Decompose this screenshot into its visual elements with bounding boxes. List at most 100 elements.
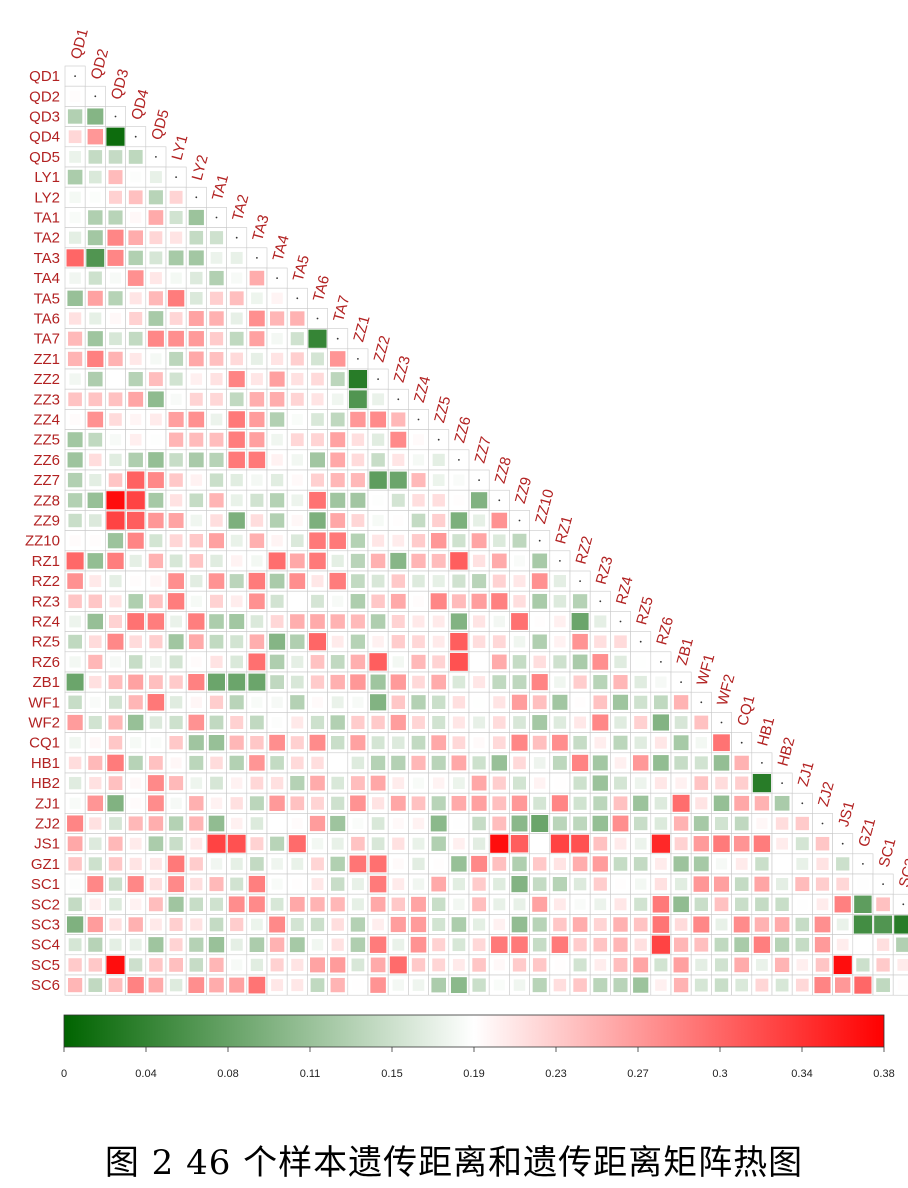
heatmap-cell xyxy=(432,494,445,507)
heatmap-cell xyxy=(573,776,587,790)
heatmap-cell xyxy=(472,554,486,568)
diagonal-dot xyxy=(235,236,238,239)
column-label: LY1 xyxy=(169,133,192,162)
heatmap-cell xyxy=(331,776,345,790)
heatmap-cell xyxy=(250,715,264,730)
column-label: RZ1 xyxy=(552,514,576,546)
heatmap-cell xyxy=(713,734,730,752)
heatmap-cell xyxy=(615,878,626,890)
heatmap-cell xyxy=(290,736,304,750)
row-label: ZB1 xyxy=(32,674,60,691)
heatmap-cell xyxy=(188,735,204,751)
heatmap-cell xyxy=(251,292,263,305)
heatmap-cell xyxy=(754,876,770,892)
heatmap-cell xyxy=(148,897,163,912)
row-label: ZJ2 xyxy=(35,816,60,833)
heatmap-cell xyxy=(411,695,426,710)
heatmap-cell xyxy=(473,918,486,931)
heatmap-cell xyxy=(411,553,426,569)
heatmap-cell xyxy=(471,593,487,609)
heatmap-cell xyxy=(128,331,143,346)
heatmap-cell xyxy=(147,613,165,630)
heatmap-cell xyxy=(169,938,183,952)
heatmap-cell xyxy=(350,594,366,609)
column-label: TA4 xyxy=(270,233,293,263)
heatmap-cell xyxy=(351,715,365,730)
heatmap-cell xyxy=(109,575,122,588)
row-label: QD4 xyxy=(29,129,60,146)
heatmap-cell xyxy=(513,756,526,770)
heatmap-cell xyxy=(693,856,709,872)
heatmap-cell xyxy=(491,936,508,953)
heatmap-cell xyxy=(188,714,205,731)
heatmap-cell xyxy=(473,615,486,628)
row-label: ZZ5 xyxy=(33,432,60,449)
heatmap-cell xyxy=(330,815,346,832)
heatmap-cell xyxy=(351,756,365,770)
heatmap-cell xyxy=(86,248,105,267)
heatmap-cell xyxy=(249,796,264,811)
heatmap-cell xyxy=(311,594,324,608)
heatmap-cell xyxy=(68,978,83,993)
heatmap-cell xyxy=(430,815,447,832)
heatmap-cell xyxy=(733,916,750,933)
row-label: SC6 xyxy=(31,977,60,994)
heatmap-cell xyxy=(249,270,265,286)
heatmap-cell xyxy=(635,878,647,890)
heatmap-cell xyxy=(228,371,245,388)
heatmap-cell xyxy=(431,796,446,811)
heatmap-cell xyxy=(270,473,284,487)
heatmap-cell xyxy=(350,634,365,649)
heatmap-cell xyxy=(189,937,204,952)
heatmap-cell xyxy=(150,353,162,365)
heatmap-cell xyxy=(227,834,246,853)
heatmap-cell xyxy=(734,957,750,973)
heatmap-cell xyxy=(69,414,81,425)
heatmap-cell xyxy=(148,311,164,326)
row-label: QD5 xyxy=(29,149,60,166)
heatmap-cell xyxy=(593,877,607,891)
heatmap-cell xyxy=(493,979,505,991)
heatmap-cell xyxy=(511,916,528,933)
heatmap-cell xyxy=(149,958,163,972)
heatmap-cell xyxy=(148,553,164,569)
row-labels: QD1 QD2 QD3 QD4 QD5 LY1 LY2 TA1 TA2 TA3 TA4 TA5 TA6 T… xyxy=(25,68,60,994)
heatmap-cell xyxy=(472,958,486,972)
heatmap-cell xyxy=(230,917,244,932)
heatmap-cell xyxy=(412,979,425,991)
heatmap-cell xyxy=(149,857,162,870)
heatmap-cell xyxy=(150,575,162,587)
heatmap-cell xyxy=(715,918,728,931)
heatmap-cell xyxy=(571,613,589,630)
heatmap-cell xyxy=(410,916,427,933)
heatmap-cell xyxy=(411,958,426,972)
heatmap-cell xyxy=(369,855,387,873)
heatmap-cell xyxy=(311,372,324,386)
heatmap-cell xyxy=(108,170,123,185)
column-label: TA5 xyxy=(290,253,313,283)
row-label: LY2 xyxy=(34,189,60,206)
heatmap-cell xyxy=(190,514,203,527)
heatmap-cell xyxy=(432,695,446,709)
heatmap-cell xyxy=(612,815,629,832)
heatmap-cell xyxy=(67,351,83,367)
heatmap-cell xyxy=(573,877,587,891)
diagonal-dot xyxy=(559,560,561,562)
column-label: TA6 xyxy=(310,274,333,304)
heatmap-cell xyxy=(148,675,163,690)
heatmap-cell xyxy=(573,938,587,952)
heatmap-cell xyxy=(450,632,468,651)
heatmap-cell xyxy=(411,896,426,912)
heatmap-cell xyxy=(88,654,103,669)
heatmap-cell xyxy=(309,491,326,509)
heatmap-cell xyxy=(189,554,204,568)
heatmap-cell xyxy=(350,735,366,751)
heatmap-cell xyxy=(271,352,284,365)
heatmap-cell xyxy=(190,918,203,931)
heatmap-cell xyxy=(147,795,164,812)
heatmap-cell xyxy=(836,938,849,951)
heatmap-cell xyxy=(614,757,627,769)
heatmap-cell xyxy=(69,535,81,547)
heatmap-cell xyxy=(613,978,628,993)
heatmap-cell xyxy=(694,756,708,770)
